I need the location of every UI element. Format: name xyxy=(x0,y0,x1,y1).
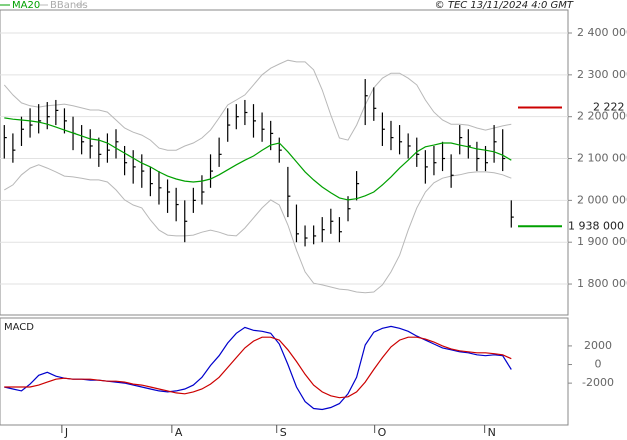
price-marker-label: 1 938 000 xyxy=(568,219,624,232)
price-panel xyxy=(0,9,569,316)
y-tick-label: 2 100 000 xyxy=(577,152,627,165)
y-tick-label: 2 400 000 xyxy=(577,26,627,39)
macd-line xyxy=(4,336,512,399)
bollinger-band xyxy=(4,164,512,294)
y-tick-label: -2000 xyxy=(582,376,614,389)
macd-title: MACD xyxy=(4,322,34,333)
x-tick-label: N xyxy=(488,426,496,439)
y-tick-label: 2 300 000 xyxy=(577,68,627,81)
y-tick-label: 2 000 000 xyxy=(577,193,627,206)
x-tick-label: J xyxy=(64,426,68,439)
x-tick-label: A xyxy=(175,426,183,439)
y-tick-label: 1 800 000 xyxy=(577,277,627,290)
legend-bbands: BBands xyxy=(50,0,88,11)
ma20-line xyxy=(4,117,512,201)
bollinger-band xyxy=(3,59,512,151)
macd-panel xyxy=(0,317,569,426)
legend-ma20: MA20 xyxy=(12,0,40,11)
y-tick-label: 1 900 000 xyxy=(577,235,627,248)
macd-line xyxy=(4,325,512,411)
x-tick-label: O xyxy=(378,426,387,439)
price-marker-label: 2 222 000 xyxy=(593,100,627,113)
copyright: © TEC 13/11/2024 4:0 GMT xyxy=(435,0,574,11)
x-tick-label: S xyxy=(280,426,287,439)
y-tick-label: 0 xyxy=(595,358,602,371)
y-tick-label: 2000 xyxy=(584,339,612,352)
y-tick-label: 2 200 000 xyxy=(577,110,627,123)
